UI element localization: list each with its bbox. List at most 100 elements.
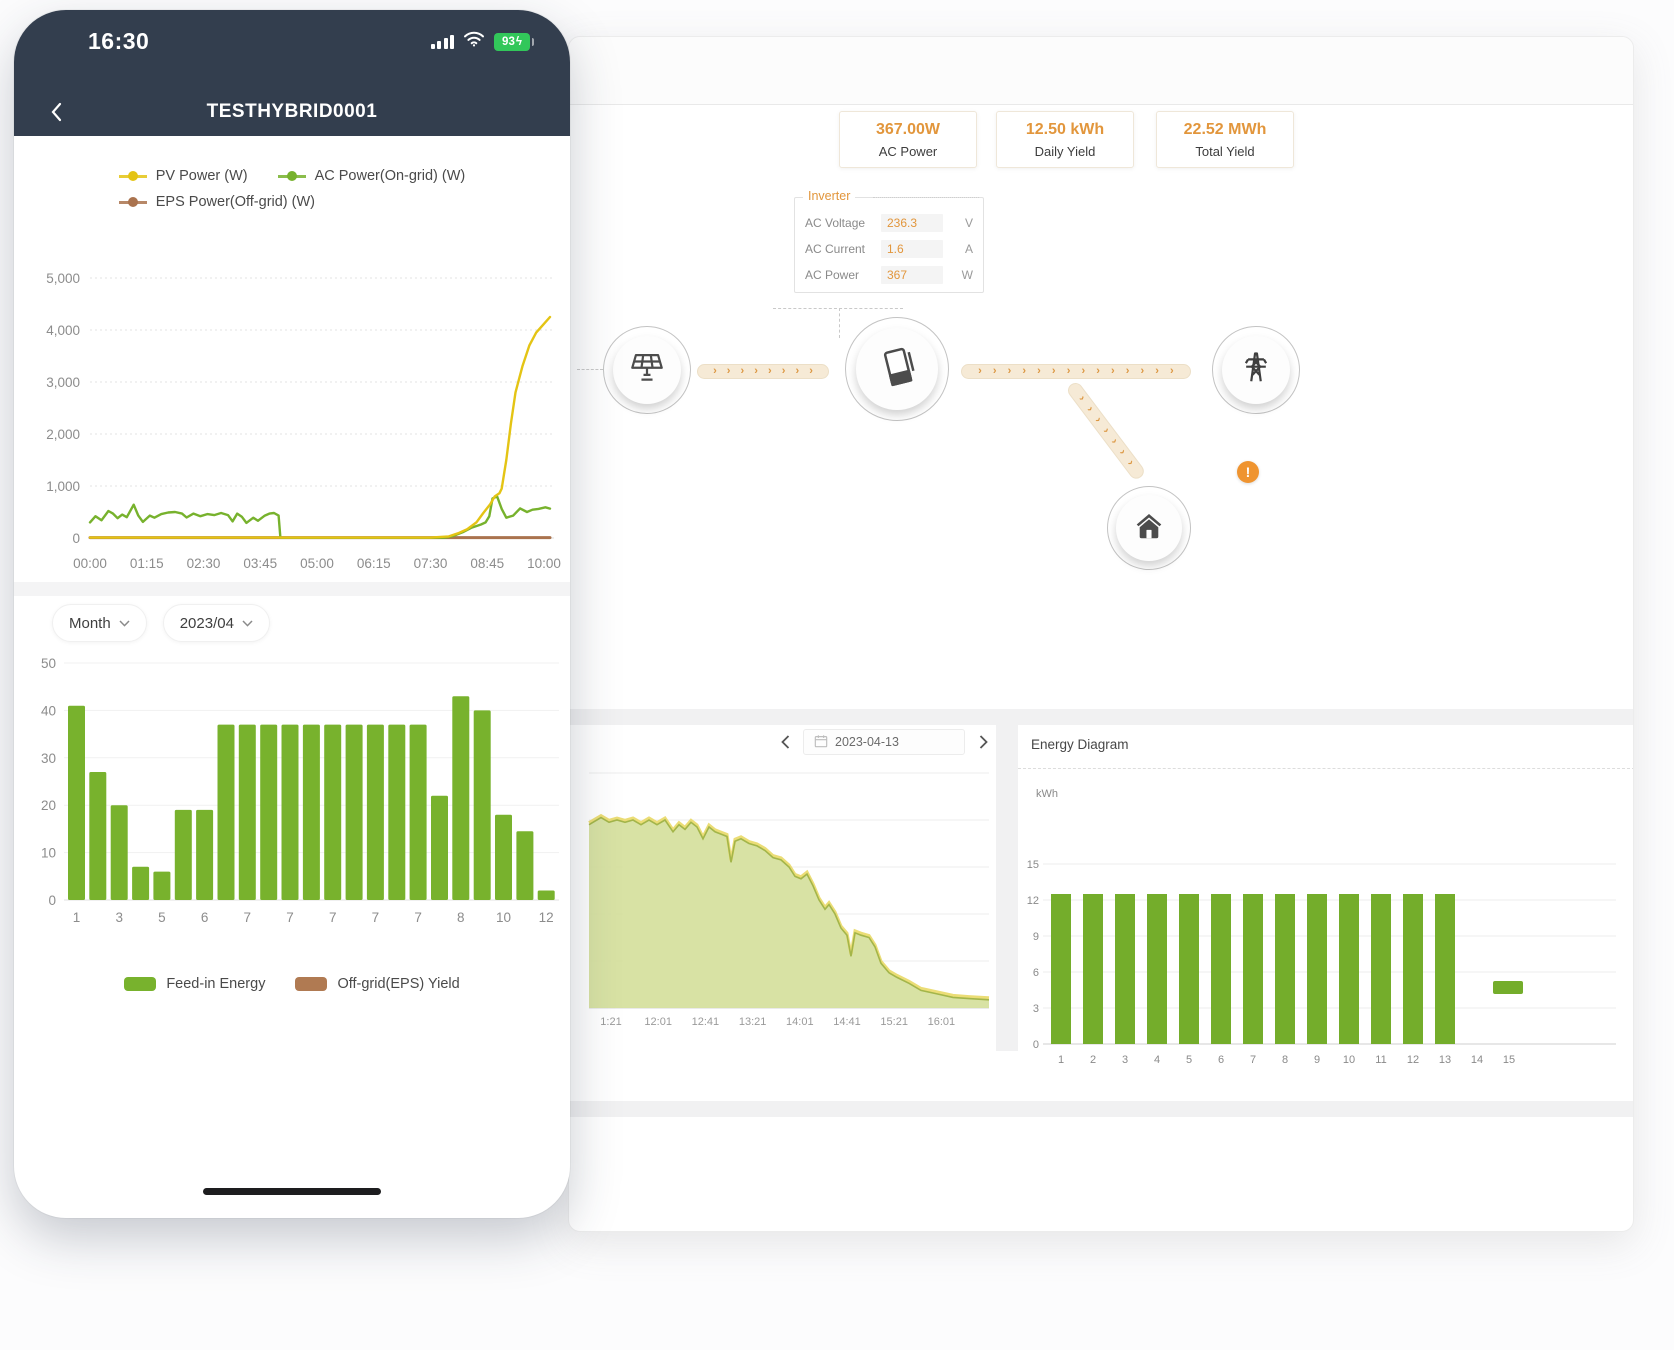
total-yield-label: Total Yield [1195, 143, 1255, 159]
prev-day-button[interactable] [777, 732, 793, 752]
y-axis-label: 3 [1033, 1003, 1039, 1015]
back-button[interactable] [42, 98, 70, 126]
yield-bar [473, 710, 491, 900]
ac-power-row-value: 367 [881, 266, 943, 284]
yield-bar [174, 809, 192, 900]
node-inverter[interactable] [845, 317, 949, 421]
energy-bar [1083, 894, 1103, 1044]
x-axis-label: 13 [1439, 1054, 1451, 1066]
section-divider [569, 1101, 1633, 1117]
period-mode-dropdown[interactable]: Month [52, 604, 147, 642]
period-value-dropdown[interactable]: 2023/04 [162, 604, 270, 642]
node-solar-panels[interactable] [603, 326, 691, 414]
yield-bar [238, 724, 256, 900]
daily-yield-label: Daily Yield [1034, 143, 1096, 159]
flow-arrow-icon: › [1125, 365, 1130, 377]
legend-item-eps-power[interactable]: EPS Power(Off-grid) (W) [118, 194, 315, 210]
energy-bar [1243, 894, 1263, 1044]
off-grid-swatch-icon [295, 977, 328, 991]
x-axis-label: 07:30 [414, 556, 448, 571]
yield-bar [388, 724, 406, 900]
dashed-connector [839, 308, 840, 338]
ac-current-value: 1.6 [881, 240, 943, 258]
flow-arrow-icon: › [1108, 436, 1121, 447]
daily-curve-area-chart: 1:21 12:01 12:41 13:21 14:01 14:41 15:21 16:01 [588, 772, 990, 1028]
x-axis-label: 7 [244, 910, 252, 925]
flow-arrow-icon: › [1140, 365, 1145, 377]
series-line [88, 315, 552, 539]
energy-diagram-legend-swatch[interactable] [1493, 981, 1523, 994]
legend-item-off-grid[interactable]: Off-grid(EPS) Yield [295, 976, 460, 992]
flow-arrow-icon: › [992, 365, 997, 377]
ac-current-label: AC Current [805, 242, 866, 256]
web-dashboard-window: 367.00W AC Power 12.50 kWh Daily Yield 2… [568, 36, 1634, 1232]
daily-yield-value: 12.50 kWh [1025, 120, 1105, 138]
stat-card-ac-power: 367.00W AC Power [839, 111, 977, 168]
node-home[interactable] [1107, 486, 1191, 570]
energy-bar [1403, 894, 1423, 1044]
flow-arrow-icon: › [781, 365, 786, 377]
y-axis-label: 12 [1027, 895, 1039, 907]
energy-bar [1115, 894, 1135, 1044]
yield-bar [324, 724, 342, 900]
legend-item-feed-in[interactable]: Feed-in Energy [124, 976, 265, 992]
yield-bar [132, 866, 150, 900]
page-title: TESTHYBRID0001 [206, 101, 378, 122]
yield-bar [153, 871, 171, 900]
yield-bar [281, 724, 299, 900]
flow-arrow-icon: › [1084, 403, 1096, 415]
y-axis-label: 4,000 [46, 323, 80, 338]
date-picker[interactable]: 2023-04-13 [803, 729, 965, 755]
x-axis-label: 00:00 [73, 556, 107, 571]
flow-arrow-icon: › [740, 365, 745, 377]
energy-bar [1371, 894, 1391, 1044]
y-axis-label: 9 [1033, 931, 1039, 943]
flow-arrow-icon: › [1007, 365, 1012, 377]
next-day-button[interactable] [975, 732, 991, 752]
y-axis-label: 3,000 [46, 375, 80, 390]
yield-bar [68, 705, 85, 900]
yield-bar [537, 890, 555, 900]
x-axis-label: 08:45 [470, 556, 504, 571]
yield-bar [217, 724, 235, 900]
flow-arrow-icon: › [1066, 365, 1071, 377]
legend-item-ac-power[interactable]: AC Power(On-grid) (W) [277, 168, 465, 184]
pv-series-marker-icon [118, 171, 147, 181]
ac-current-unit: A [964, 242, 973, 256]
dashboard-header-bar [569, 37, 1633, 105]
yield-bar [196, 809, 214, 900]
inverter-row-voltage: AC Voltage 236.3 V [805, 210, 973, 236]
flow-pipe-inverter-to-grid: › › › › › › › › › › › › › › [961, 364, 1191, 379]
x-axis-label: 5 [158, 910, 166, 925]
flow-arrow-icon: › [768, 365, 772, 377]
grid-tower-icon [1237, 348, 1275, 391]
cellular-signal-icon [430, 34, 454, 49]
flow-arrow-icon: › [754, 365, 758, 377]
ac-voltage-label: AC Voltage [805, 216, 866, 230]
x-axis-label: 11 [1375, 1054, 1386, 1066]
flow-arrow-icon: › [1037, 365, 1041, 377]
node-power-grid[interactable] [1212, 326, 1300, 414]
x-axis-label: 2 [1090, 1054, 1096, 1066]
legend-item-pv-power[interactable]: PV Power (W) [118, 168, 248, 184]
yield-bar [110, 805, 128, 900]
x-axis-label: 7 [414, 910, 422, 925]
y-axis-label: 50 [41, 656, 56, 671]
yield-bar [516, 831, 534, 900]
period-selectors: Month 2023/04 [52, 604, 270, 642]
warning-icon[interactable]: ! [1237, 461, 1259, 483]
panel-divider [996, 725, 1018, 1051]
flow-arrow-icon: › [1116, 446, 1129, 458]
feed-in-swatch-icon [124, 977, 157, 991]
yield-bar [260, 724, 278, 900]
yield-bar [452, 696, 470, 900]
y-axis-label: 1,000 [46, 479, 80, 494]
inverter-panel-title: Inverter [803, 189, 856, 203]
x-axis-label: 6 [201, 910, 209, 925]
ac-voltage-value: 236.3 [881, 214, 943, 232]
home-icon [1131, 508, 1167, 549]
flow-arrow-icon: › [1124, 457, 1137, 468]
x-axis-label: 1 [1058, 1054, 1064, 1066]
home-indicator[interactable] [203, 1188, 381, 1195]
x-axis-label: 12 [1407, 1054, 1419, 1066]
